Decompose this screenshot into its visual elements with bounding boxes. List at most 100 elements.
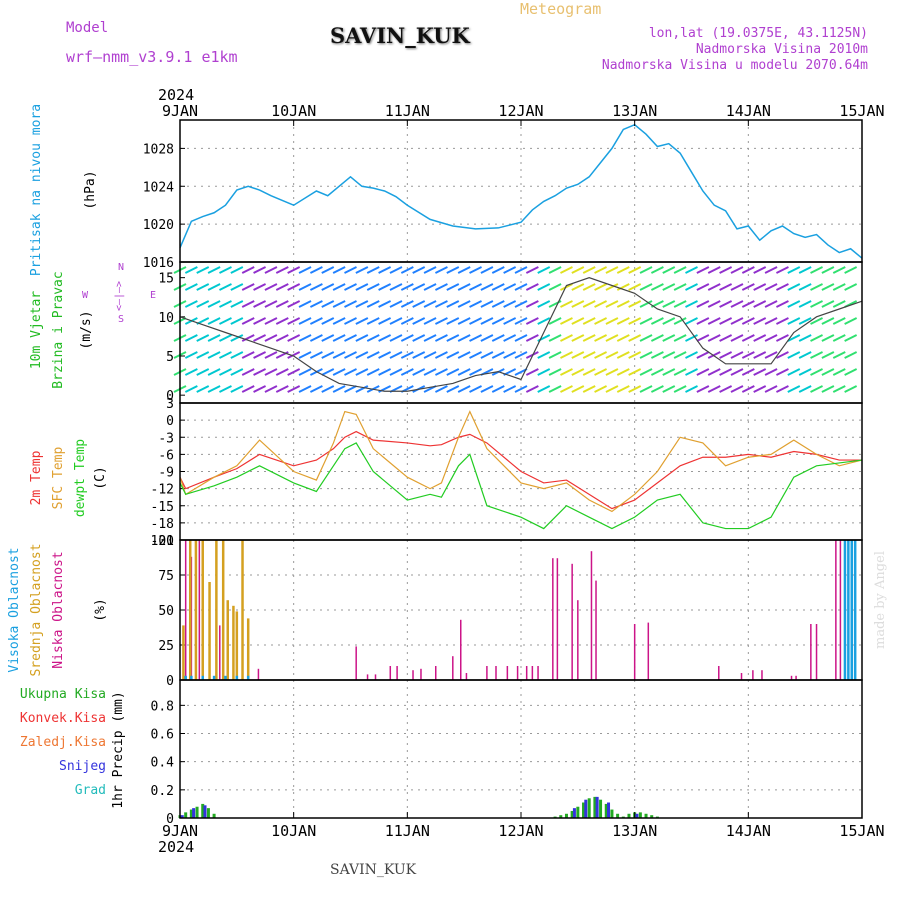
wind-barb [798,351,812,359]
cloud-bar [595,580,597,680]
wind-barb [434,385,448,393]
x-tick-label-top: 12JAN [498,102,543,120]
wind-barb [594,368,608,376]
wind-label-2: Brzina i Pravac [51,271,66,388]
wind-barb [446,351,460,359]
wind-barb [480,283,494,291]
coords-label: lon,lat (19.0375E, 43.1125N) [648,26,868,41]
wind-barb [753,300,767,308]
wind-barb [560,300,573,308]
wind-barb [673,368,687,376]
wind-barb [673,266,687,274]
cloud-bar [184,675,187,680]
wind-barb [798,283,812,291]
wind-barb [332,368,346,376]
wind-barb [275,334,289,342]
wind-barb [253,266,267,274]
wind-barb [184,266,198,274]
wind-barb [264,385,278,393]
wind-barb [389,300,403,308]
wind-barb [207,300,221,308]
wind-barb [560,317,573,325]
wind-barb [434,317,448,325]
wind-barb [298,368,312,376]
wind-barb [287,334,301,342]
wind-barb [582,266,596,274]
x-tick-label-bottom: 9JAN [162,822,198,840]
wind-barb [787,334,801,342]
x-tick-label-top: 9JAN [162,102,198,120]
wind-barb [673,334,687,342]
wind-barb [571,334,585,342]
wind-barb [184,334,198,342]
wind-barb [764,317,778,325]
wind-barb [309,283,323,291]
precip-bar [644,813,648,818]
temp-units: (C) [93,466,108,489]
wind-barb [480,266,494,274]
wind-barb [787,300,801,308]
wind-barb [639,300,653,308]
cloud-bar [452,656,454,680]
wind-barb [821,368,835,376]
wind-barb [207,334,221,342]
wind-barb [332,334,346,342]
wind-barb [719,334,733,342]
wind-barb [775,334,789,342]
wind-barb [264,300,278,308]
wind-barb [616,283,630,291]
wind-barb [412,368,426,376]
wind-barb [332,385,346,393]
wind-barb [525,266,539,274]
wind-barb [650,385,664,393]
x-tick-label-top: 11JAN [385,102,430,120]
wind-barb [469,266,482,274]
wind-barb [321,351,335,359]
wind-barb [366,283,380,291]
wind-barb [355,368,369,376]
wind-barb [662,300,676,308]
wind-barb [616,300,630,308]
precip-bar [564,813,568,818]
wind-barb [810,266,823,274]
wind-barb [344,334,357,342]
cloud-bar [633,624,636,680]
wind-barb [423,368,437,376]
wind-barb [400,368,414,376]
wind-barb [457,368,471,376]
wind-barb [639,266,653,274]
dewpoint-line [179,442,863,530]
x-tick-label-bottom: 12JAN [498,822,543,840]
wind-barb [503,351,517,359]
cloud-bar [556,558,559,680]
wind-barb [571,300,585,308]
wind-barb [787,368,801,376]
wind-barb [696,368,710,376]
wind-barb [344,283,357,291]
wind-barb [537,266,551,274]
wind-barb [582,317,596,325]
cloud-bar [537,666,539,680]
wind-barb [775,368,789,376]
wind-barb [184,385,198,393]
x-tick-label-top: 10JAN [271,102,316,120]
pressure-ytick-label: 1024 [143,180,174,195]
wind-barb [264,368,278,376]
wind-barb [662,351,676,359]
wind-barb [662,334,676,342]
wind-barb [196,351,210,359]
wind-barb [469,283,482,291]
wind-barb [309,317,323,325]
wind-barb [378,283,392,291]
chart-subtitle: Meteogram [520,0,602,18]
wind-barb [560,351,573,359]
wind-barb [707,385,721,393]
wind-barb [298,334,312,342]
cloud-bar [790,675,793,680]
compass-arrows: <—|—> [114,281,125,311]
wind-barb [741,351,755,359]
wind-barb [582,351,596,359]
wind-barb [446,334,460,342]
wind-barb [582,283,596,291]
wind-barb [423,317,437,325]
